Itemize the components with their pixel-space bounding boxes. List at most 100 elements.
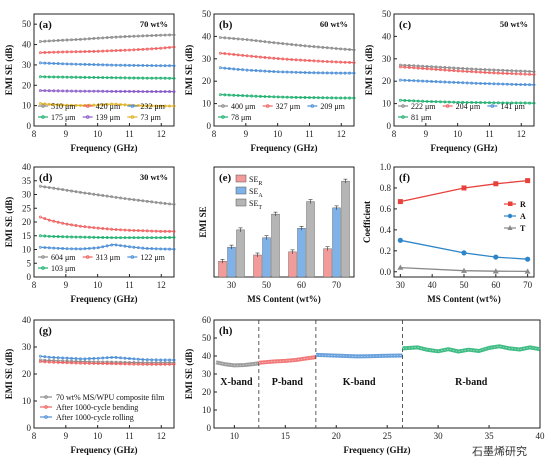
- series-point: [172, 362, 176, 366]
- series-point: [79, 224, 82, 228]
- x-tick-label: 8: [212, 129, 217, 139]
- series-point: [290, 58, 294, 62]
- series-point: [163, 64, 167, 68]
- series-point: [532, 101, 536, 105]
- series-point: [519, 83, 523, 86]
- x-axis-label: MS Content (wt%): [247, 294, 321, 304]
- series-point: [83, 361, 87, 365]
- series-point: [128, 357, 131, 361]
- series-point: [461, 267, 467, 273]
- series-line-3: [40, 235, 175, 239]
- series-point: [154, 90, 158, 94]
- series-point: [65, 222, 69, 226]
- series-point: [150, 200, 154, 204]
- series-point: [47, 218, 51, 222]
- series-point: [43, 61, 47, 65]
- series-point: [119, 103, 122, 106]
- legend-marker: [41, 266, 45, 270]
- series-point: [470, 81, 474, 85]
- plot-frame: [213, 319, 541, 429]
- legend-label: 400 μm: [231, 102, 256, 111]
- series-point: [38, 215, 42, 219]
- series-point: [56, 220, 60, 224]
- series-point: [299, 95, 302, 99]
- series-point: [83, 191, 87, 195]
- y-tick-label: 30: [382, 54, 392, 64]
- series-point: [168, 64, 171, 68]
- series-point: [74, 103, 78, 107]
- plot-frame: [393, 166, 535, 278]
- legend-marker: [41, 104, 45, 108]
- legend-marker: [445, 104, 450, 108]
- series-point: [163, 104, 167, 108]
- series-point: [110, 49, 114, 53]
- series-point: [101, 362, 105, 366]
- series-point: [87, 63, 91, 66]
- series-point: [334, 47, 338, 50]
- x-tick-label: 9: [64, 280, 69, 290]
- series-point: [501, 68, 505, 72]
- y-tick-label: 5: [27, 258, 32, 268]
- series-line-3: [220, 94, 354, 99]
- y-tick-label: 40: [202, 31, 212, 41]
- legend-marker: [85, 255, 90, 259]
- band-series-line: [315, 352, 403, 359]
- series-line-0: [40, 359, 174, 364]
- series-point: [281, 70, 285, 74]
- series-point: [241, 68, 245, 72]
- series-point: [92, 246, 96, 250]
- series-point: [154, 47, 158, 50]
- series-point: [145, 362, 149, 366]
- series-point: [461, 81, 465, 85]
- legend-marker: [221, 115, 225, 119]
- panel-label: (a): [39, 19, 52, 31]
- series-point: [38, 51, 42, 55]
- series-point: [96, 235, 100, 239]
- series-point: [38, 184, 42, 188]
- series-point: [145, 358, 149, 362]
- series-point: [232, 93, 236, 97]
- series-point: [87, 192, 91, 196]
- series-line-0: [400, 64, 535, 73]
- legend-label: SER: [249, 175, 262, 187]
- series-point: [128, 76, 131, 80]
- series-point: [128, 362, 131, 366]
- series-point: [163, 247, 167, 251]
- legend-label: 175 μm: [51, 113, 76, 122]
- series-point: [154, 76, 158, 80]
- series-point: [150, 64, 154, 68]
- series-point: [136, 76, 140, 80]
- series-point: [403, 78, 407, 82]
- series-point: [403, 65, 407, 69]
- series-point: [245, 38, 249, 42]
- x-tick-label: 50: [460, 280, 470, 290]
- series-point: [416, 79, 420, 83]
- series-point: [110, 102, 114, 106]
- y-axis-label: EMI SE (dB): [184, 45, 194, 96]
- series-line-3: [400, 99, 535, 104]
- series-point: [87, 361, 91, 365]
- series-line-5: [40, 103, 174, 107]
- series-point: [294, 43, 298, 47]
- series-point: [65, 247, 69, 251]
- series-point: [452, 80, 456, 84]
- series-point: [61, 38, 65, 42]
- series-point: [105, 36, 109, 40]
- series-point: [232, 53, 236, 56]
- series-point: [163, 201, 167, 205]
- panel-a: 8 9 10 11 12 0 10 20 30 40 50 (a) 70 wt% Frequency (G…: [4, 13, 176, 153]
- series-point: [492, 82, 496, 86]
- series-point: [101, 245, 105, 249]
- series-point: [488, 71, 491, 75]
- series-point: [308, 96, 311, 100]
- series-point: [352, 96, 356, 100]
- series-point: [74, 38, 78, 41]
- series-point: [70, 356, 73, 360]
- x-tick-label: 8: [392, 129, 397, 139]
- series-point: [267, 69, 271, 73]
- series-point: [70, 361, 73, 365]
- series-point: [330, 46, 334, 50]
- series-point: [87, 246, 91, 250]
- series-point: [132, 362, 136, 366]
- series-point: [263, 95, 267, 98]
